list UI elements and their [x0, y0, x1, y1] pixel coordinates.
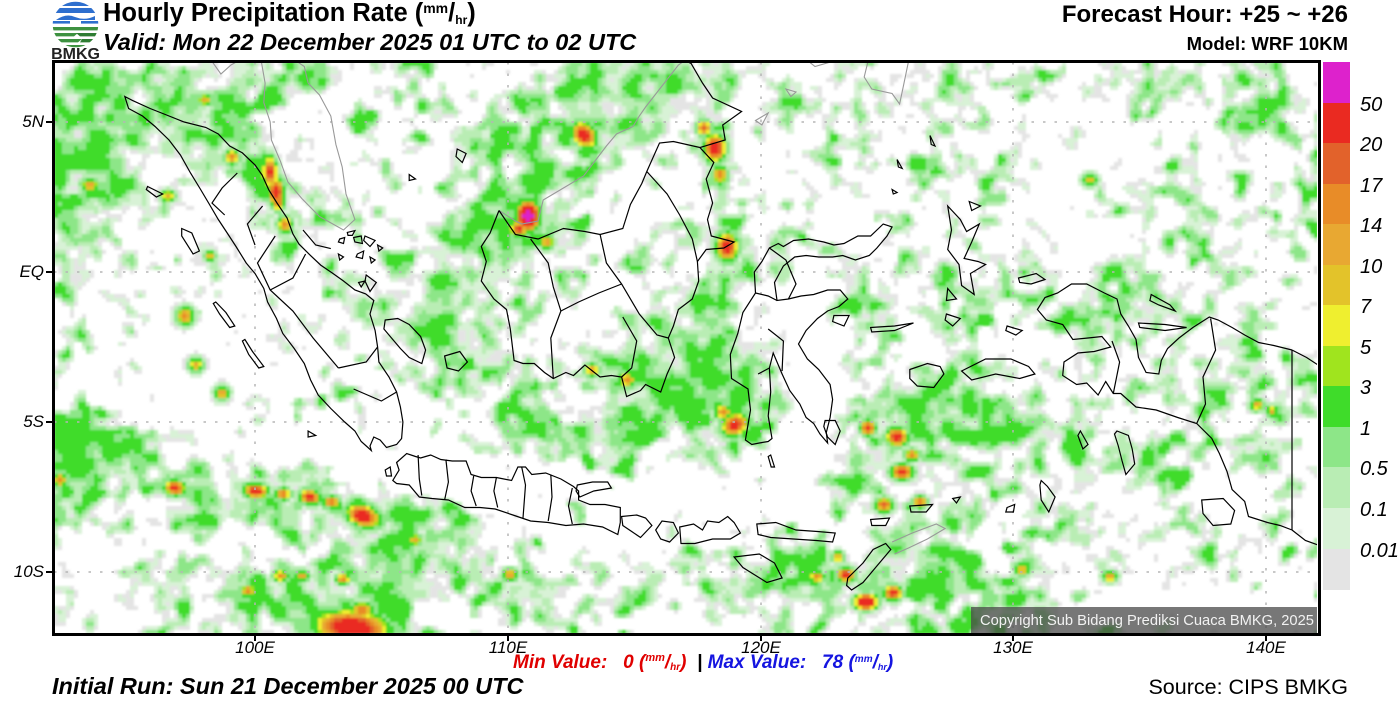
- svg-text:BMKG: BMKG: [52, 46, 99, 61]
- svg-text:Copyright Sub Bidang Prediksi: Copyright Sub Bidang Prediksi Cuaca BMKG…: [980, 613, 1314, 629]
